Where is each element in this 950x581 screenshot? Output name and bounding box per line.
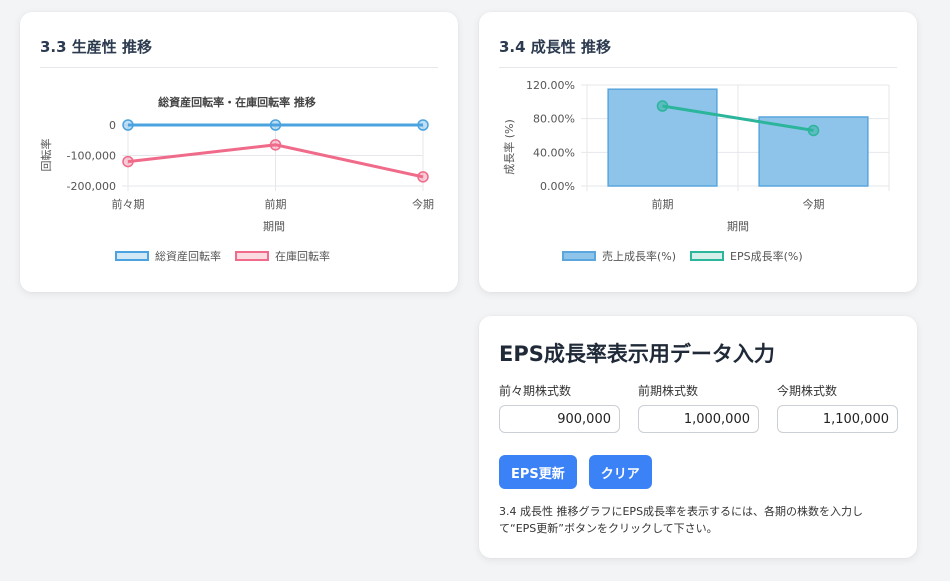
legend-label: EPS成長率(%) — [730, 250, 803, 263]
legend-swatch-teal — [690, 251, 725, 261]
growth-card: 3.4 成長性 推移 成長率 (%) 期間 120.00% 80.00% 40.00… — [479, 12, 917, 292]
series-line — [127, 143, 424, 179]
share-count-fields: 前々期株式数 前期株式数 今期株式数 — [499, 382, 898, 433]
y-tick-label: 120.00% — [526, 79, 575, 92]
data-point — [122, 155, 134, 168]
clear-button[interactable]: クリア — [588, 455, 652, 489]
productivity-legend: 総資産回転率 在庫回転率 — [115, 248, 330, 264]
productivity-chart-title: 総資産回転率・在庫回転率 推移 — [158, 95, 316, 109]
eps-instruction-note: 3.4 成長性 推移グラフにEPS成長率を表示するには、各期の株数を入力して“E… — [499, 505, 864, 535]
y-tick-label: 80.00% — [533, 113, 575, 126]
legend-label: 総資産回転率 — [155, 250, 221, 263]
legend-item-total-asset[interactable]: 総資産回転率 — [115, 248, 221, 264]
shares-current-period-input[interactable] — [777, 405, 898, 433]
eps-input-card: EPS成長率表示用データ入力 前々期株式数 前期株式数 今期株式数 EPS更新 … — [479, 316, 917, 558]
field-label: 今期株式数 — [777, 384, 838, 398]
eps-growth-line — [662, 104, 814, 132]
field-two-periods-ago: 前々期株式数 — [499, 382, 620, 433]
field-current-period: 今期株式数 — [777, 382, 898, 433]
eps-growth-point — [656, 100, 669, 112]
x-tick-label: 前期 — [265, 197, 287, 211]
eps-update-button[interactable]: EPS更新 — [499, 455, 577, 489]
legend-item-inventory[interactable]: 在庫回転率 — [235, 248, 330, 264]
x-tick-label: 今期 — [412, 197, 434, 211]
eps-growth-point — [807, 124, 820, 137]
legend-swatch-pink — [235, 251, 269, 261]
y-tick-label: 40.00% — [533, 146, 575, 159]
field-previous-period: 前期株式数 — [638, 382, 759, 433]
y-tick-label: 0 — [109, 119, 116, 132]
legend-swatch-blue — [115, 251, 149, 261]
legend-item-eps-growth[interactable]: EPS成長率(%) — [690, 248, 803, 264]
productivity-chart: 総資産回転率・在庫回転率 推移 回転率 期間 0 -100,000 -200,000… — [39, 95, 434, 233]
legend-swatch-bar — [562, 251, 596, 261]
productivity-x-axis-label: 期間 — [263, 220, 285, 233]
button-row: EPS更新 クリア — [499, 455, 897, 489]
legend-label: 売上成長率(%) — [602, 250, 677, 263]
growth-legend: 売上成長率(%) EPS成長率(%) — [562, 248, 803, 264]
eps-form-title: EPS成長率表示用データ入力 — [499, 342, 775, 366]
x-tick-label: 前々期 — [112, 197, 145, 211]
y-tick-label: 0.00% — [540, 180, 575, 193]
data-point — [122, 119, 134, 131]
growth-chart: 成長率 (%) 期間 120.00% 80.00% 40.00% 0.00% 前期 今期 — [502, 79, 890, 233]
growth-y-axis-label: 成長率 (%) — [502, 119, 516, 175]
productivity-card: 3.3 生産性 推移 総資産回転率・在庫回転率 推移 回転率 期間 0 -100,… — [20, 12, 458, 292]
productivity-y-axis-label: 回転率 — [39, 139, 53, 172]
data-point — [417, 171, 429, 183]
productivity-card-title: 3.3 生産性 推移 — [40, 36, 438, 68]
y-tick-label: -100,000 — [67, 150, 116, 163]
x-tick-label: 今期 — [803, 197, 825, 211]
data-point — [269, 119, 282, 131]
data-point — [269, 139, 282, 151]
shares-two-periods-ago-input[interactable] — [499, 405, 620, 433]
growth-card-title: 3.4 成長性 推移 — [499, 36, 897, 68]
field-label: 前々期株式数 — [499, 384, 572, 398]
field-label: 前期株式数 — [638, 384, 699, 398]
data-point — [417, 119, 429, 131]
x-tick-label: 前期 — [652, 197, 674, 211]
legend-item-sales-growth[interactable]: 売上成長率(%) — [562, 248, 676, 264]
y-tick-label: -200,000 — [67, 180, 116, 193]
growth-x-axis-label: 期間 — [727, 220, 749, 233]
shares-previous-period-input[interactable] — [638, 405, 759, 433]
legend-label: 在庫回転率 — [275, 250, 330, 263]
